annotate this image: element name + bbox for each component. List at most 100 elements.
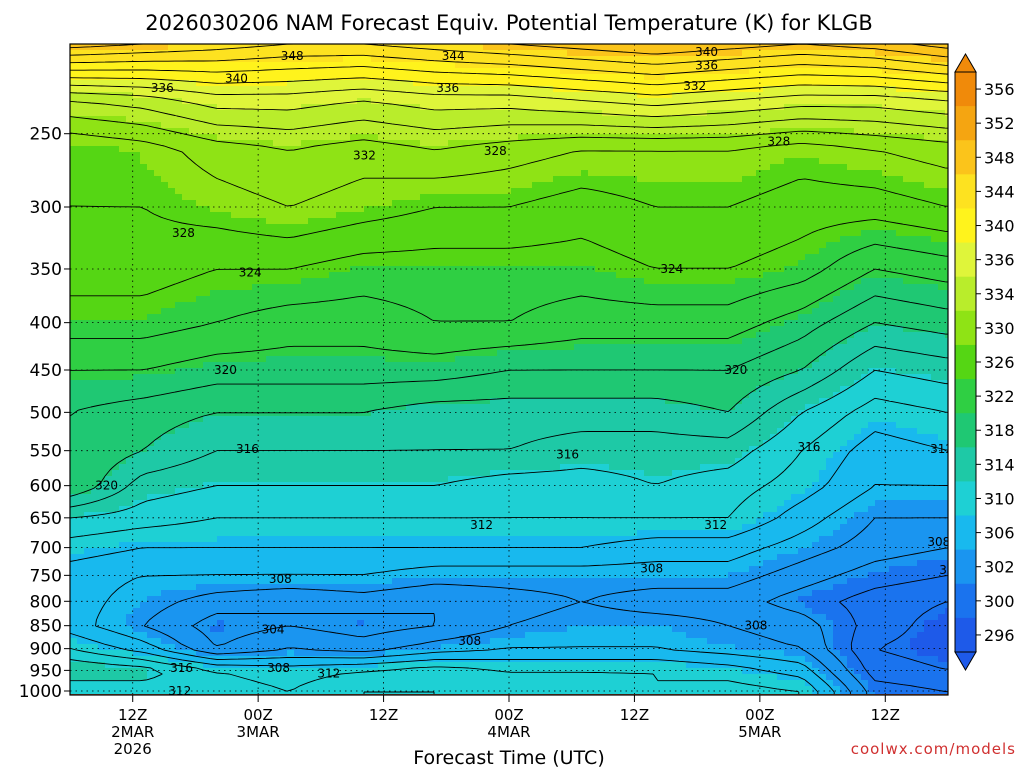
theta-e-cell (637, 44, 645, 51)
theta-e-cell (581, 158, 589, 165)
theta-e-cell (231, 206, 239, 213)
theta-e-cell (595, 236, 603, 243)
theta-e-cell (861, 200, 869, 207)
theta-e-cell (343, 182, 351, 189)
theta-e-cell (889, 182, 897, 189)
theta-e-cell (889, 236, 897, 243)
theta-e-cell (98, 212, 106, 219)
theta-e-cell (728, 98, 736, 105)
theta-e-cell (861, 158, 869, 165)
theta-e-cell (448, 260, 456, 267)
theta-e-cell (455, 254, 463, 261)
theta-e-cell (945, 188, 948, 195)
theta-e-cell (287, 116, 295, 123)
theta-e-cell (665, 110, 673, 117)
theta-e-cell (427, 278, 435, 285)
theta-e-cell (714, 254, 722, 261)
theta-e-cell (756, 266, 764, 273)
theta-e-cell (126, 134, 134, 141)
theta-e-cell (203, 116, 211, 123)
theta-e-cell (364, 236, 372, 243)
theta-e-cell (413, 164, 421, 171)
theta-e-cell (714, 170, 722, 177)
theta-e-cell (511, 110, 519, 117)
theta-e-cell (98, 56, 106, 63)
theta-e-cell (861, 206, 869, 213)
theta-e-cell (511, 260, 519, 267)
theta-e-cell (686, 92, 694, 99)
theta-e-cell (896, 110, 904, 117)
theta-e-cell (707, 206, 715, 213)
theta-e-cell (896, 248, 904, 255)
theta-e-cell (602, 194, 610, 201)
theta-e-cell (245, 194, 253, 201)
theta-e-cell (644, 56, 652, 63)
theta-e-cell (448, 278, 456, 285)
theta-e-cell (567, 176, 575, 183)
theta-e-cell (847, 50, 855, 57)
theta-e-cell (119, 110, 127, 117)
theta-e-cell (231, 230, 239, 237)
theta-e-cell (574, 194, 582, 201)
theta-e-cell (385, 98, 393, 105)
theta-e-cell (336, 254, 344, 261)
theta-e-cell (868, 194, 876, 201)
theta-e-cell (357, 116, 365, 123)
theta-e-cell (847, 158, 855, 165)
theta-e-cell (413, 44, 421, 51)
theta-e-cell (847, 122, 855, 129)
theta-e-cell (371, 56, 379, 63)
theta-e-cell (287, 158, 295, 165)
theta-e-cell (630, 212, 638, 219)
theta-e-cell (770, 248, 778, 255)
theta-e-cell (182, 164, 190, 171)
theta-e-cell (119, 122, 127, 129)
theta-e-cell (266, 164, 274, 171)
theta-e-cell (203, 272, 211, 279)
theta-e-cell (637, 110, 645, 117)
theta-e-cell (588, 224, 596, 231)
theta-e-cell (511, 128, 519, 135)
theta-e-cell (245, 110, 253, 117)
theta-e-cell (784, 152, 792, 159)
theta-e-cell (294, 122, 302, 129)
theta-e-cell (231, 200, 239, 207)
theta-e-cell (140, 278, 148, 285)
theta-e-cell (665, 80, 673, 87)
theta-e-cell (819, 206, 827, 213)
theta-e-cell (224, 134, 232, 141)
theta-e-cell (784, 164, 792, 171)
theta-e-cell (504, 212, 512, 219)
theta-e-cell (616, 188, 624, 195)
theta-e-cell (819, 164, 827, 171)
theta-e-cell (77, 206, 85, 213)
theta-e-cell (546, 236, 554, 243)
theta-e-cell (301, 206, 309, 213)
theta-e-cell (133, 278, 141, 285)
theta-e-cell (679, 68, 687, 75)
theta-e-cell (112, 92, 120, 99)
theta-e-cell (679, 122, 687, 129)
theta-e-cell (875, 164, 883, 171)
theta-e-cell (133, 236, 141, 243)
theta-e-cell (266, 92, 274, 99)
theta-e-cell (385, 206, 393, 213)
theta-e-cell (238, 206, 246, 213)
theta-e-cell (700, 122, 708, 129)
theta-e-cell (210, 104, 218, 111)
theta-e-cell (350, 158, 358, 165)
theta-e-cell (371, 146, 379, 153)
theta-e-cell (259, 230, 267, 237)
theta-e-cell (427, 242, 435, 249)
theta-e-cell (539, 110, 547, 117)
theta-e-cell (658, 128, 666, 135)
theta-e-cell (98, 218, 106, 225)
theta-e-cell (77, 98, 85, 105)
theta-e-cell (903, 182, 911, 189)
theta-e-cell (567, 128, 575, 135)
theta-e-cell (161, 146, 169, 153)
theta-e-cell (315, 104, 323, 111)
theta-e-cell (245, 272, 253, 279)
theta-e-cell (546, 272, 554, 279)
theta-e-cell (539, 164, 547, 171)
